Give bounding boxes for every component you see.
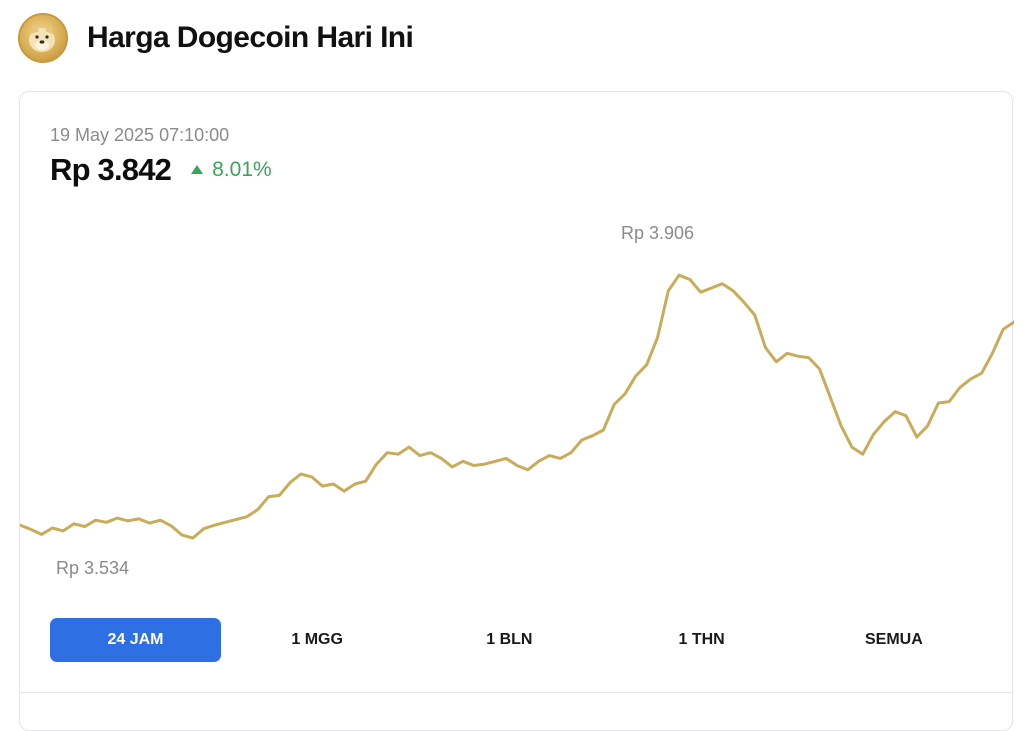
range-tab-24-jam[interactable]: 24 JAM [50,618,221,662]
price-change-value: 8.01% [212,158,272,181]
price-chart-card: 19 May 2025 07:10:00 Rp 3.842 8.01% Rp 3… [19,91,1014,731]
arrow-up-icon [191,164,204,174]
page-header: Harga Dogecoin Hari Ini [18,12,414,64]
current-price: Rp 3.842 [50,152,172,187]
dogecoin-logo-icon [18,13,68,63]
range-tab-1-bln[interactable]: 1 BLN [413,618,605,662]
price-line-chart[interactable] [20,212,1014,612]
range-tab-semua[interactable]: SEMUA [798,618,990,662]
chart-high-label: Rp 3.906 [621,223,695,243]
price-timestamp: 19 May 2025 07:10:00 [50,125,230,145]
page-title: Harga Dogecoin Hari Ini [87,21,414,54]
range-tab-1-thn[interactable]: 1 THN [606,618,798,662]
chart-low-label: Rp 3.534 [56,558,130,578]
price-series-line [20,273,1014,540]
price-row: Rp 3.842 8.01% [50,152,272,188]
card-divider [20,692,1012,693]
time-range-tabs: 24 JAM 1 MGG 1 BLN 1 THN SEMUA [50,618,990,662]
price-change-badge: 8.01% [191,158,272,182]
range-tab-1-mgg[interactable]: 1 MGG [221,618,413,662]
